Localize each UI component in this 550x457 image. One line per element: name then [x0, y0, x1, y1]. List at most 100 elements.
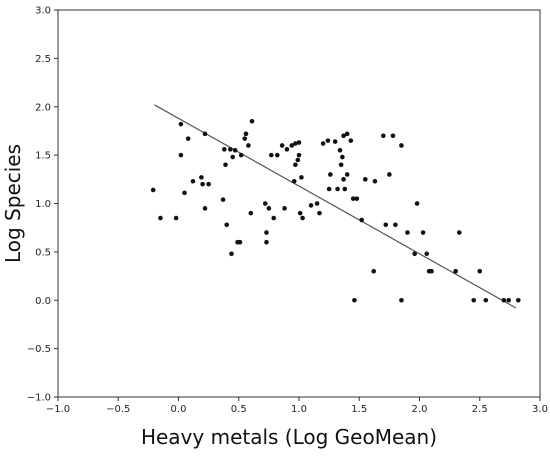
y-tick-label: 0.5 — [35, 247, 51, 258]
data-point — [381, 133, 386, 139]
data-point — [420, 230, 426, 235]
data-point — [414, 201, 420, 206]
data-point — [279, 143, 285, 148]
data-point — [371, 268, 377, 274]
data-point — [352, 297, 357, 303]
data-point — [317, 210, 322, 216]
data-point — [173, 215, 179, 221]
x-tick-label: 2.0 — [412, 404, 428, 415]
x-tick-label: 3.0 — [532, 404, 548, 415]
data-point — [271, 215, 276, 221]
data-point — [262, 201, 268, 206]
data-point — [224, 222, 229, 228]
data-point — [344, 131, 350, 137]
data-point — [354, 196, 360, 201]
y-tick-label: 3.0 — [35, 6, 51, 17]
x-tick-label: −1.0 — [46, 404, 70, 415]
y-tick-label: 1.0 — [35, 199, 51, 210]
x-tick-label: −0.5 — [106, 404, 130, 415]
data-point — [178, 152, 184, 158]
data-point — [516, 297, 521, 303]
data-point — [237, 239, 243, 245]
data-point — [190, 178, 196, 184]
data-point — [383, 222, 389, 228]
x-axis-title: Heavy metals (Log GeoMean) — [141, 425, 437, 449]
data-point — [185, 136, 191, 141]
data-point — [501, 297, 507, 303]
plot-area-frame — [57, 9, 541, 398]
x-tick-label: 1.0 — [291, 404, 307, 415]
data-point — [300, 215, 305, 221]
data-point — [228, 147, 233, 152]
data-point — [328, 172, 333, 177]
data-point — [242, 136, 248, 141]
data-point — [238, 152, 244, 158]
x-tick-label: 2.5 — [472, 404, 488, 415]
data-point — [299, 175, 304, 180]
data-point — [282, 206, 287, 211]
data-point — [264, 239, 269, 245]
data-point — [246, 143, 251, 148]
data-point — [320, 141, 326, 146]
data-point — [405, 230, 410, 235]
data-point — [295, 157, 301, 163]
data-point — [325, 138, 331, 143]
data-point — [344, 172, 350, 177]
data-point — [359, 217, 364, 223]
data-point — [332, 139, 338, 144]
data-point — [223, 162, 228, 168]
data-point — [399, 143, 404, 148]
data-point — [477, 268, 483, 274]
x-tick-label: 1.5 — [351, 404, 367, 415]
data-point — [202, 206, 208, 211]
data-point — [291, 178, 297, 184]
y-tick-label: 0.0 — [35, 296, 51, 307]
data-point — [335, 186, 340, 192]
data-point — [200, 181, 205, 187]
data-point — [296, 140, 302, 145]
regression-line — [154, 104, 517, 309]
data-point — [199, 175, 204, 180]
data-point — [393, 222, 398, 228]
data-point — [221, 147, 227, 152]
data-point — [399, 297, 404, 303]
data-point — [275, 152, 280, 158]
data-point — [372, 178, 378, 184]
data-point — [220, 197, 226, 202]
data-point — [158, 215, 163, 221]
data-point — [342, 186, 348, 192]
data-point — [348, 138, 354, 143]
y-axis-title: Log Species — [1, 144, 25, 263]
data-point — [453, 268, 458, 274]
data-point — [243, 131, 249, 137]
data-point — [337, 147, 343, 153]
data-point — [338, 162, 344, 168]
data-point — [229, 251, 234, 257]
data-point — [314, 201, 320, 206]
x-tick-label: 0.5 — [231, 404, 247, 415]
y-tick-label: 2.5 — [35, 54, 51, 65]
y-tick-label: −1.0 — [27, 393, 51, 404]
data-point — [471, 297, 477, 303]
data-point — [308, 203, 314, 208]
data-point — [341, 177, 346, 182]
data-point — [284, 147, 290, 152]
y-tick-label: 2.0 — [35, 102, 51, 113]
data-point — [350, 196, 356, 201]
data-point — [506, 297, 511, 303]
data-point — [289, 143, 295, 148]
data-point — [150, 187, 156, 193]
data-point — [178, 121, 184, 127]
data-point — [266, 206, 272, 211]
data-point — [483, 297, 489, 303]
data-point — [249, 118, 255, 124]
data-point — [456, 230, 462, 235]
data-point — [296, 152, 302, 158]
data-point — [202, 131, 208, 137]
data-point — [297, 210, 303, 216]
data-point — [387, 172, 392, 177]
data-point — [424, 251, 430, 257]
data-point — [268, 152, 274, 158]
data-point — [182, 190, 187, 196]
